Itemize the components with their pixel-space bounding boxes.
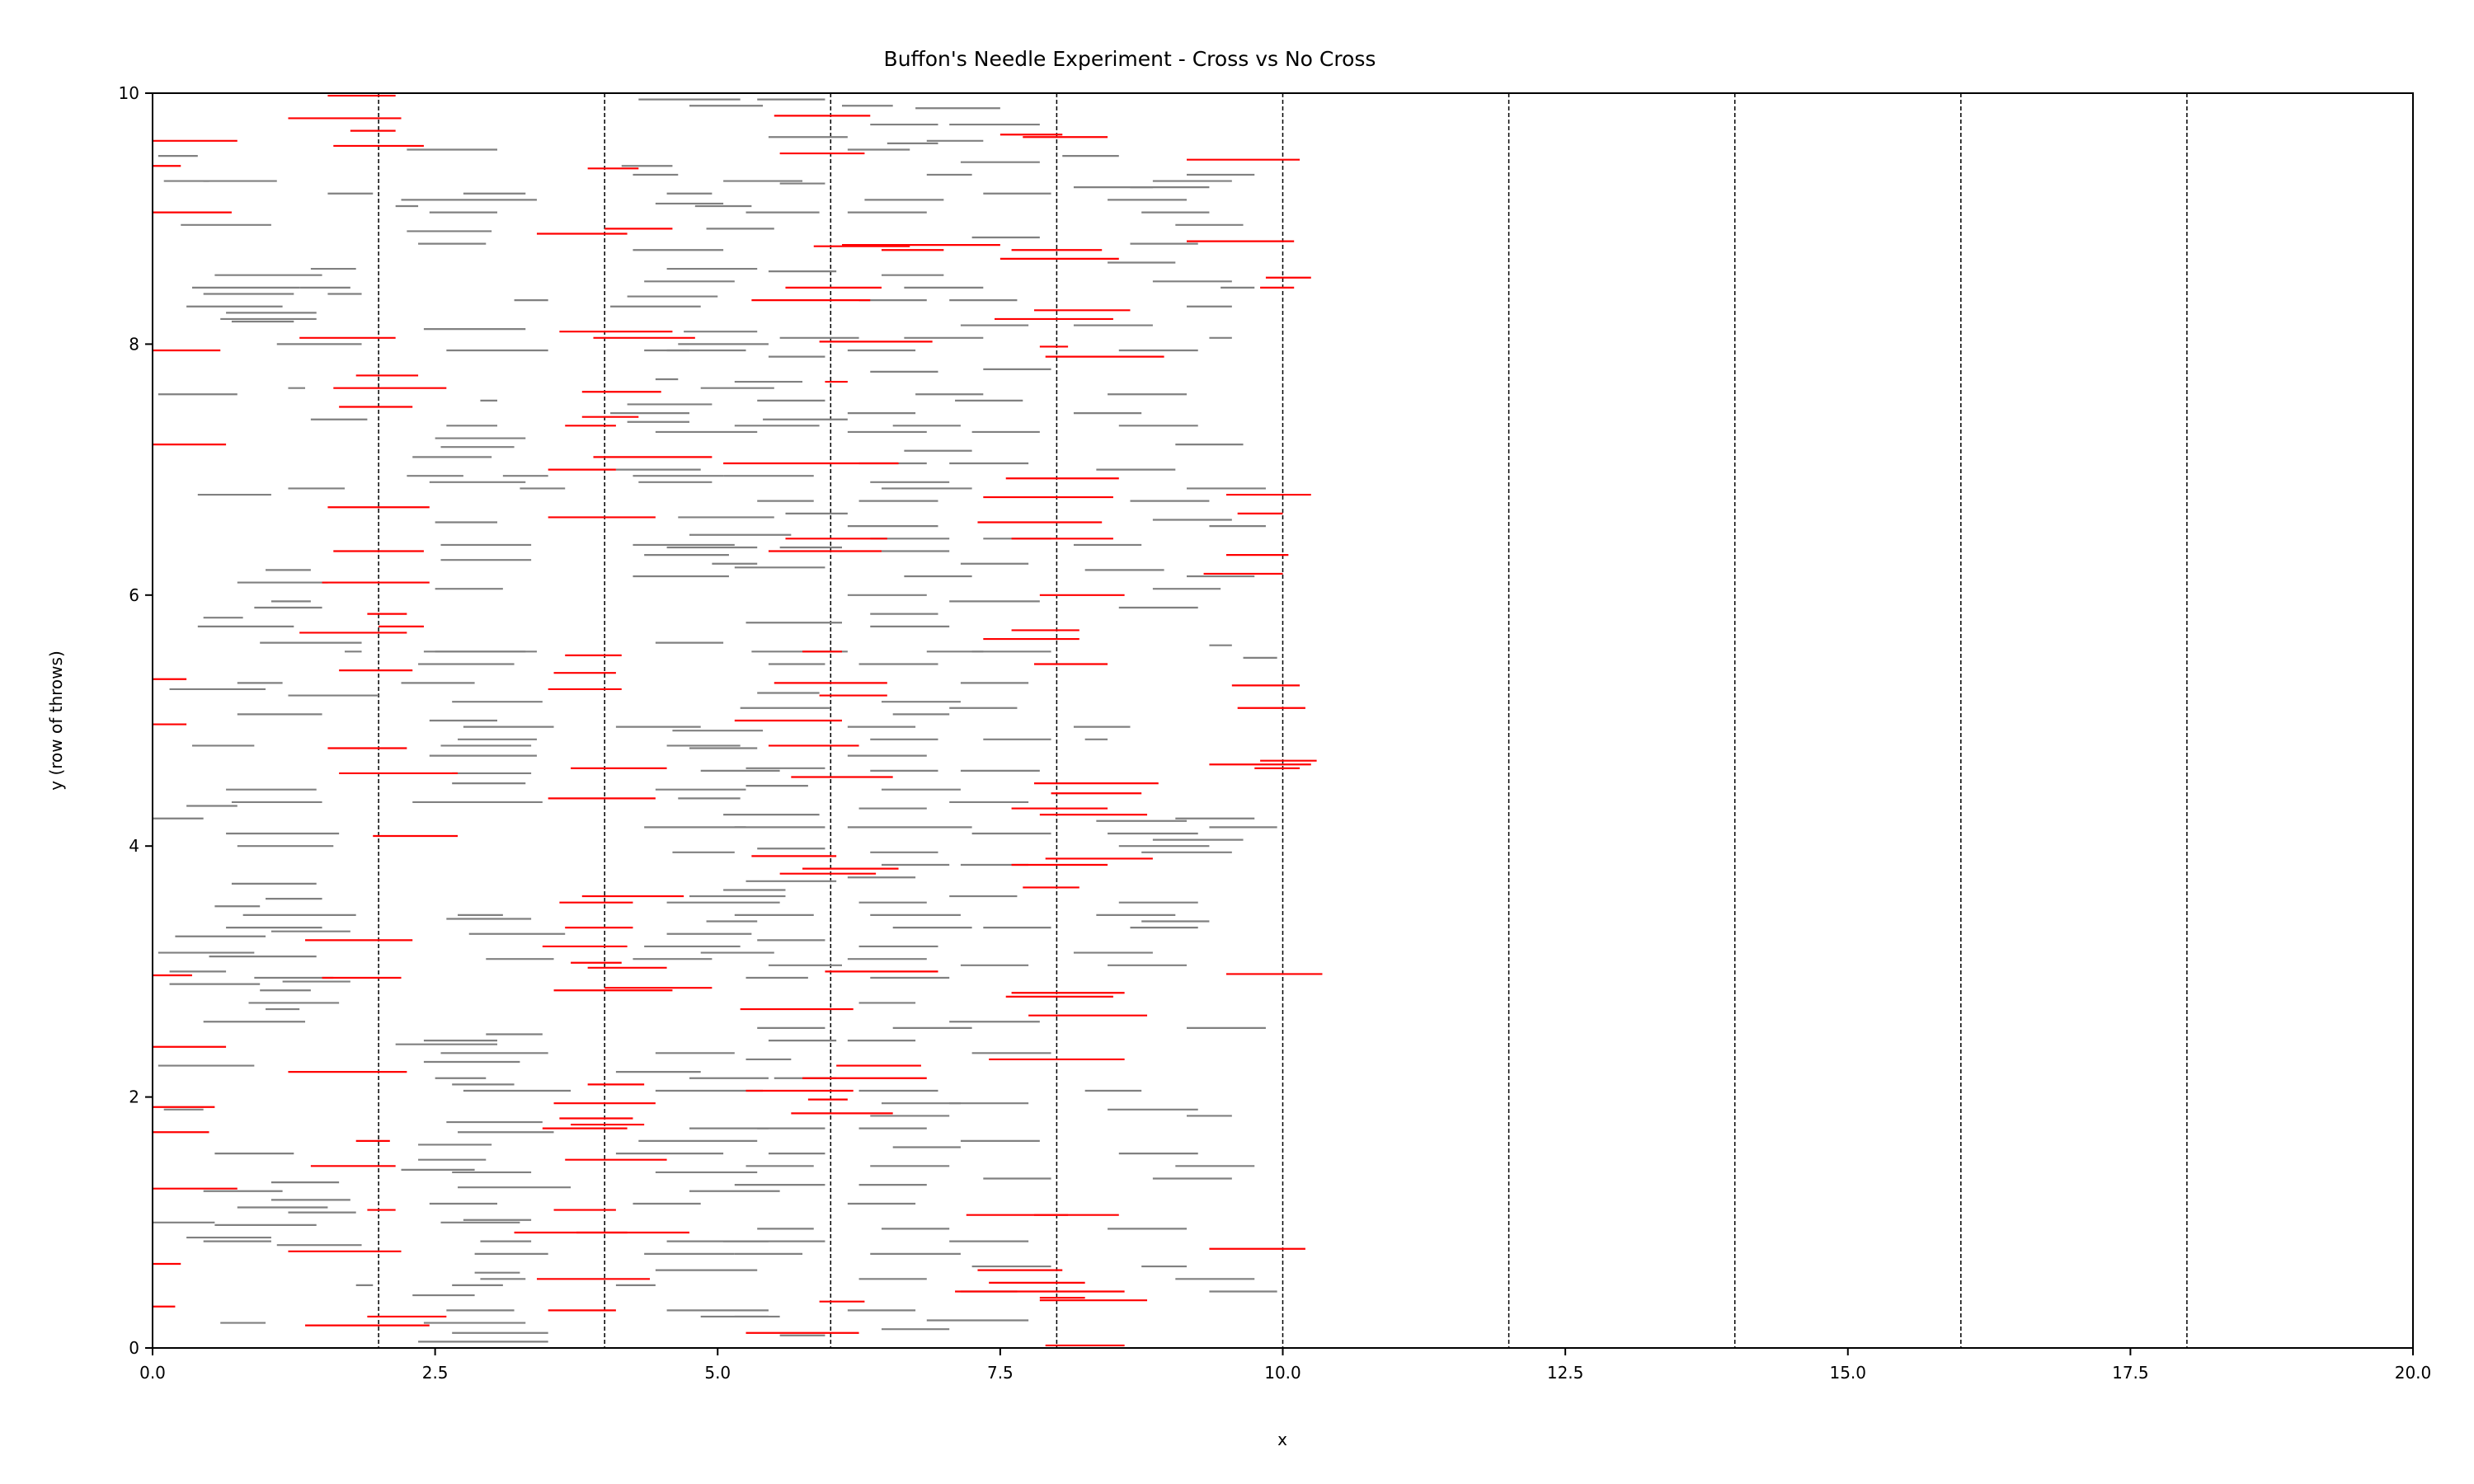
x-tick-label-4: 10.0 (1264, 1363, 1301, 1383)
y-tick-label-1: 2 (129, 1087, 139, 1107)
cross-needles (153, 94, 1323, 1347)
chart-title: Buffon's Needle Experiment - Cross vs No… (884, 47, 1376, 71)
y-tick-label-5: 10 (119, 83, 139, 103)
no-cross-needles (153, 98, 1277, 1343)
y-tick-label-4: 8 (129, 334, 139, 354)
x-tick-label-1: 2.5 (422, 1363, 449, 1383)
y-tick-label-0: 0 (129, 1338, 139, 1358)
reference-lines (378, 93, 2188, 1348)
x-tick-label-0: 0.0 (139, 1363, 166, 1383)
x-axis-ticks: 0.0 2.5 5.0 7.5 10.0 12.5 15.0 17.5 20.0 (139, 1348, 2431, 1383)
x-tick-label-6: 15.0 (1829, 1363, 1866, 1383)
y-axis-ticks: 0 2 4 6 8 10 (119, 83, 153, 1358)
y-tick-label-3: 6 (129, 585, 139, 605)
x-tick-label-5: 12.5 (1547, 1363, 1584, 1383)
x-tick-label-3: 7.5 (987, 1363, 1014, 1383)
y-axis-label: y (row of throws) (46, 650, 66, 790)
x-tick-label-2: 5.0 (704, 1363, 731, 1383)
x-tick-label-8: 20.0 (2395, 1363, 2432, 1383)
x-axis-label: x (1277, 1430, 1287, 1449)
x-tick-label-7: 17.5 (2112, 1363, 2149, 1383)
y-tick-label-2: 4 (129, 836, 139, 856)
